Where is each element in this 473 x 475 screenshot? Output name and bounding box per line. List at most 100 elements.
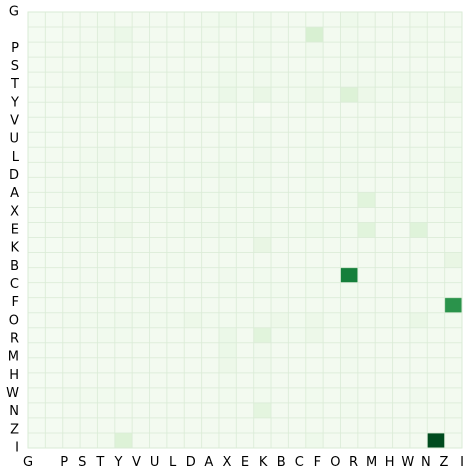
heatmap-cell (236, 207, 254, 222)
heatmap-cell (115, 298, 133, 313)
heatmap-cell (358, 87, 376, 102)
heatmap-cell (45, 72, 63, 87)
heatmap-cell (167, 433, 185, 448)
heatmap-cell (323, 283, 341, 298)
heatmap-cell (45, 12, 63, 27)
heatmap-cell (236, 117, 254, 132)
heatmap-cell (80, 87, 98, 102)
heatmap-cell (254, 358, 272, 373)
heatmap-cell (254, 222, 272, 237)
heatmap-cell (340, 207, 358, 222)
x-tick-label: B (277, 455, 286, 470)
heatmap-cell (63, 268, 81, 283)
heatmap-cell (132, 403, 150, 418)
x-axis-tick-labels: GPSTYVULDAXEKBCFORMHWNZI (23, 455, 464, 470)
heatmap-cell (271, 373, 289, 388)
heatmap-cell (80, 433, 98, 448)
heatmap-cell (184, 328, 202, 343)
heatmap-cell (45, 403, 63, 418)
heatmap-cell (410, 328, 428, 343)
heatmap-cell (288, 117, 306, 132)
heatmap-cell (427, 373, 445, 388)
x-tick-label: U (150, 455, 160, 470)
x-tick-label: P (60, 455, 68, 470)
heatmap-cell (97, 433, 115, 448)
heatmap-cell (306, 102, 324, 117)
heatmap-cell (150, 42, 168, 57)
heatmap-cell (80, 177, 98, 192)
heatmap-cell (358, 117, 376, 132)
heatmap-cell (63, 147, 81, 162)
heatmap-cell (80, 253, 98, 268)
heatmap-cell (410, 433, 428, 448)
heatmap-cell (63, 42, 81, 57)
heatmap-cell (219, 313, 237, 328)
heatmap-cell (323, 177, 341, 192)
heatmap-cell (184, 403, 202, 418)
heatmap-cell (271, 102, 289, 117)
heatmap-cell (167, 343, 185, 358)
heatmap-cell (63, 192, 81, 207)
y-tick-label: C (10, 277, 19, 292)
heatmap-cell (28, 192, 46, 207)
heatmap-cell (150, 132, 168, 147)
heatmap-cell (115, 238, 133, 253)
heatmap-cell (97, 373, 115, 388)
heatmap-cell (80, 72, 98, 87)
heatmap-cell (445, 373, 463, 388)
x-tick-label: K (259, 455, 268, 470)
heatmap-cell (306, 117, 324, 132)
heatmap-cell (254, 102, 272, 117)
heatmap-cell (254, 328, 272, 343)
heatmap-cell (358, 298, 376, 313)
heatmap-cell (358, 222, 376, 237)
heatmap-cell (45, 313, 63, 328)
heatmap-cell (167, 313, 185, 328)
heatmap-cell (219, 253, 237, 268)
x-tick-label: D (186, 455, 196, 470)
heatmap-cell (63, 72, 81, 87)
heatmap-cell (115, 433, 133, 448)
heatmap-cell (45, 222, 63, 237)
heatmap-cell (358, 238, 376, 253)
heatmap-cell (306, 403, 324, 418)
heatmap-cell (97, 222, 115, 237)
heatmap-cell (410, 102, 428, 117)
heatmap-cell (375, 72, 393, 87)
heatmap-cell (410, 192, 428, 207)
heatmap-cell (340, 162, 358, 177)
heatmap-cell (393, 12, 411, 27)
heatmap-cell (358, 102, 376, 117)
heatmap-cell (358, 57, 376, 72)
heatmap-cell (271, 27, 289, 42)
heatmap-cell (184, 253, 202, 268)
heatmap-cell (97, 207, 115, 222)
heatmap-cell (202, 433, 220, 448)
heatmap-cell (323, 388, 341, 403)
heatmap-cell (63, 388, 81, 403)
heatmap-cell (28, 102, 46, 117)
heatmap-cell (167, 328, 185, 343)
heatmap-cell (410, 147, 428, 162)
heatmap-cell (132, 117, 150, 132)
heatmap-cell (306, 343, 324, 358)
heatmap-cell (80, 268, 98, 283)
heatmap-cell (97, 238, 115, 253)
heatmap-cell (219, 433, 237, 448)
heatmap-cell (115, 283, 133, 298)
heatmap-cell (393, 238, 411, 253)
heatmap-cell (236, 102, 254, 117)
heatmap-cell (167, 373, 185, 388)
heatmap-cell (445, 222, 463, 237)
heatmap-cell (340, 57, 358, 72)
heatmap-cell (150, 343, 168, 358)
heatmap-cell (45, 298, 63, 313)
heatmap-cell (45, 253, 63, 268)
heatmap-cell (63, 132, 81, 147)
heatmap-cell (288, 207, 306, 222)
heatmap-cell (393, 433, 411, 448)
heatmap-cell (393, 27, 411, 42)
heatmap-cell (271, 87, 289, 102)
heatmap-cell (375, 238, 393, 253)
heatmap-cell (254, 433, 272, 448)
